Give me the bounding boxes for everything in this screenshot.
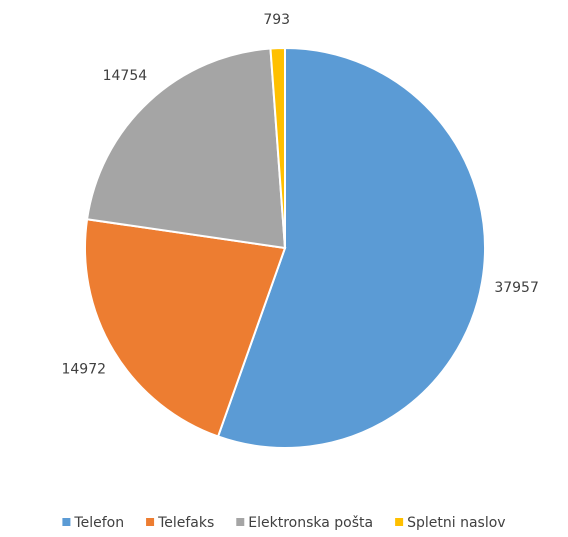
legend-label: Telefaks [157,515,214,531]
data-label: 14972 [61,361,106,377]
legend-label: Spletni naslov [407,515,505,531]
legend-label: Telefon [73,515,124,531]
pie-slice [216,46,486,449]
legend-label: Elektronska pošta [248,515,373,531]
legend-marker [62,518,71,526]
legend-marker [395,518,404,526]
pie-slice [84,218,287,438]
pie-slice [269,46,286,249]
data-label: 37957 [494,280,539,296]
data-label: 793 [263,12,290,28]
pie-slice [85,47,287,250]
legend-marker [146,518,155,526]
data-label: 14754 [103,68,148,84]
legend-marker [236,518,245,526]
